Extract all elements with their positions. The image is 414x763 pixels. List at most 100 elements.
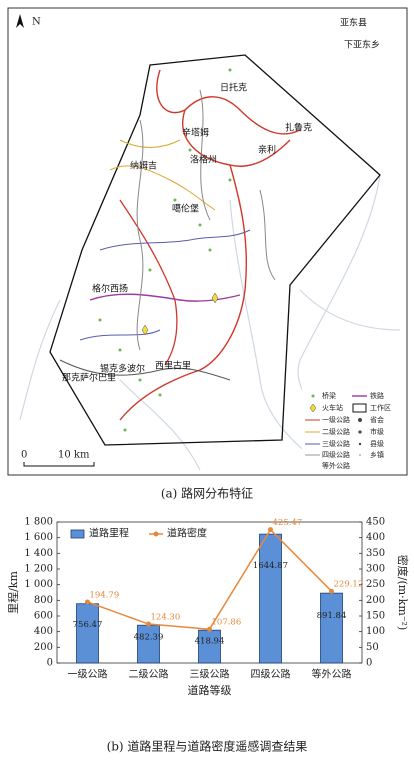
bar [76,603,99,664]
place-label: 那克萨尔巴里 [62,372,116,384]
y-tick-label: 1 000 [24,579,53,590]
y2-tick-label: 450 [366,517,385,528]
place-label: 亲利 [258,144,276,156]
station [141,324,149,336]
legend-symbol [358,442,362,446]
legend-text: 县级 [370,439,384,448]
x-tick-label: 三级公路 [190,668,230,681]
y-tick-label: 600 [34,611,53,622]
legend-text: 三级公路 [322,439,350,448]
scale-label: 10 km [58,450,90,461]
station [211,292,219,304]
legend-label: 道路里程 [89,527,129,540]
legend-text: 工作区 [370,403,391,412]
legend-text: 二级公路 [322,427,350,436]
place-label: 纳姆吉 [130,160,157,172]
y2-tick-label: 400 [366,532,385,543]
roads [59,69,301,421]
legend-symbol [153,531,159,537]
place-label: 格尔西扬 [92,283,128,295]
legend-text: 乡镇 [370,450,384,459]
y-tick-label: 1 200 [24,564,53,575]
y2-tick-label: 250 [366,579,385,590]
y-tick-label: 0 [47,658,53,669]
bar-value-label: 418.94 [195,637,225,647]
x-tick-label: 一级公路 [68,668,108,681]
density-line [87,528,333,630]
scale-bar [23,462,95,467]
map-caption: (a) 路网分布特征 [161,486,253,501]
density-point [329,588,334,594]
density-point [85,599,90,605]
y-tick-label: 200 [34,642,53,653]
y-tick-label: 400 [34,626,53,637]
place-label: 噶伦堡 [172,203,199,215]
density-point [146,621,151,627]
line-value-label: 425.47 [273,518,303,528]
density-point [268,527,273,533]
y-axis-title: 里程/km [7,571,20,614]
place-label: 下亚东乡 [344,39,380,51]
place-label: 西里古里 [155,360,191,372]
y2-tick-label: 350 [366,548,385,559]
legend-symbol [359,454,361,456]
y-tick-label: 800 [34,595,53,606]
north-arrow [16,14,24,28]
x-tick-label: 等外公路 [312,668,352,681]
y2-tick-label: 0 [366,658,372,669]
place-label: 扎鲁克 [285,122,312,134]
bar-value-label: 756.47 [73,620,103,630]
legend-text: 一级公路 [322,415,350,424]
scale-label: 0 [21,450,27,461]
bridges [98,68,232,432]
legend-symbol [309,403,317,413]
place-label: 日托克 [220,82,247,94]
legend-text: 省会 [370,415,384,424]
legend-symbol [358,418,362,422]
x-axis-title: 道路等级 [188,683,232,697]
y2-tick-label: 100 [366,626,385,637]
x-tick-label: 二级公路 [129,668,169,681]
y2-tick-label: 300 [366,564,385,575]
legend-text: 等外公路 [322,461,350,470]
density-point [207,626,212,632]
y2-tick-label: 150 [366,611,385,622]
place-label: 锡克多波尔 [100,363,145,375]
legend-box [302,388,406,472]
bar [259,533,282,664]
bar [137,624,160,664]
y-tick-label: 1 800 [24,517,53,528]
legend-symbol [70,529,85,539]
legend-text: 桥梁 [322,391,336,400]
y-tick-label: 1 600 [24,532,53,543]
x-tick-label: 四级公路 [251,668,291,681]
line-value-label: 229.12 [334,580,364,590]
legend-text: 四级公路 [322,450,350,459]
y2-tick-label: 200 [366,595,385,606]
line-value-label: 194.79 [90,590,120,600]
map-legend: 桥梁 火车站 一级公路 二级公路 三级公路 四级公路 等外公路 铁路 工作区 省… [302,388,406,472]
line-value-label: 107.86 [212,618,242,628]
legend-symbol [352,403,367,413]
legend-text: 火车站 [322,403,343,412]
y2-axis-title: 密度/(m·km⁻²) [396,555,410,631]
bar-value-label: 891.84 [317,611,347,621]
place-label: 亚东县 [340,17,367,29]
place-label: 洛格州 [190,154,217,166]
chart-caption: (b) 道路里程与道路密度遥感调查结果 [107,739,308,754]
line-value-label: 124.30 [151,613,181,623]
legend-symbol [358,430,362,434]
legend-text: 市级 [370,427,384,436]
bar [320,592,343,664]
legend-symbol [311,394,315,398]
y-tick-label: 1 400 [24,548,53,559]
legend-text: 铁路 [370,391,384,400]
north-label: N [32,17,41,28]
chart: 0 200 400 600 800 1 000 1 200 1 400 1 600 1 800 0 5… [7,517,410,698]
y2-tick-label: 50 [366,642,379,653]
place-label: 辛塔姆 [182,127,209,139]
work-area [49,54,381,446]
bar-value-label: 1644.87 [253,561,288,571]
